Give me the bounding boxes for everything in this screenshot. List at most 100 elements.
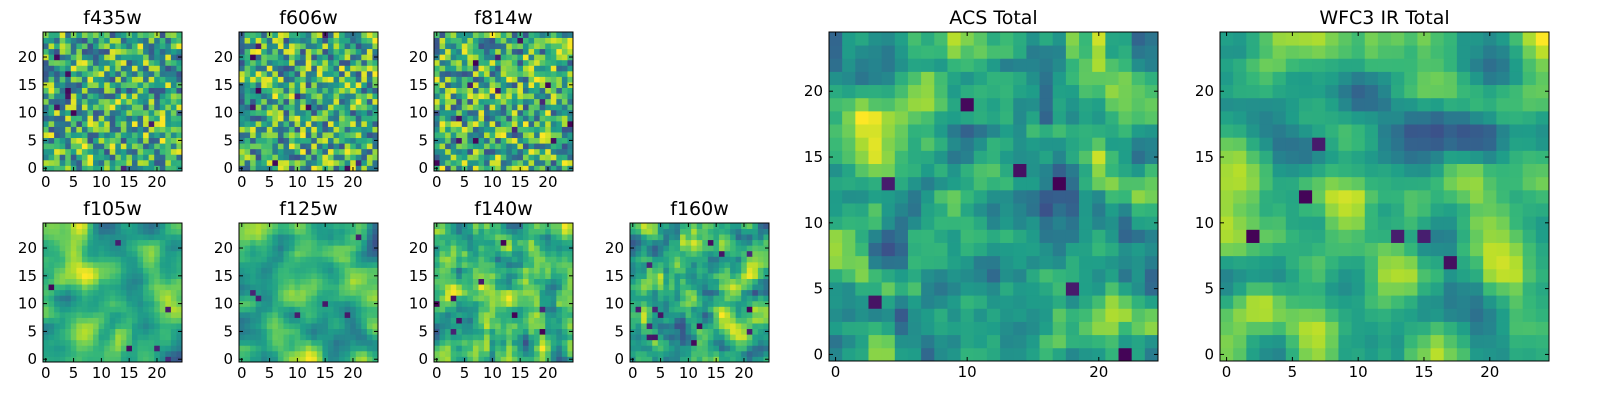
heatmap-cell [500, 159, 507, 166]
heatmap-cell [1118, 255, 1133, 270]
heatmap-cell [472, 43, 479, 50]
heatmap-cell [635, 345, 642, 352]
heatmap-cell [511, 54, 518, 61]
heatmap-cell [283, 115, 290, 122]
heatmap-cell [663, 306, 670, 313]
heatmap-cell [70, 317, 77, 324]
heatmap-cell [973, 229, 988, 243]
heatmap-cell [294, 334, 301, 341]
heatmap-cell [311, 148, 318, 155]
heatmap-cell [261, 87, 268, 94]
heatmap-cell [255, 76, 262, 83]
heatmap-cell [630, 306, 636, 313]
heatmap-cell [115, 132, 122, 139]
heatmap-cell [355, 93, 362, 100]
heatmap-cell [148, 76, 155, 83]
heatmap-cell [59, 48, 66, 55]
heatmap-cell [283, 70, 290, 77]
heatmap-cell [255, 306, 262, 313]
heatmap-cell [333, 256, 340, 263]
heatmap-cell [696, 278, 703, 285]
heatmap-cell [652, 345, 659, 352]
heatmap-cell [131, 93, 138, 100]
heatmap-cell [333, 223, 340, 229]
heatmap-cell [87, 70, 94, 77]
heatmap-cell [143, 115, 150, 122]
heatmap-cell [170, 126, 177, 133]
heatmap-cell [59, 70, 66, 77]
heatmap-cell [93, 300, 99, 307]
heatmap-cell [283, 261, 290, 268]
heatmap-cell [556, 234, 563, 241]
heatmap-cell [283, 339, 290, 346]
heatmap-cell [484, 93, 490, 100]
heatmap-cell [652, 261, 659, 268]
heatmap-cell [272, 311, 279, 318]
heatmap-cell [372, 98, 379, 105]
heatmap-cell [277, 154, 284, 161]
heatmap-cell [250, 356, 257, 363]
heatmap-cell [76, 126, 83, 133]
heatmap-cell [489, 132, 496, 139]
heatmap-cell [366, 311, 373, 318]
heatmap-cell [630, 295, 636, 302]
heatmap-cell [305, 132, 312, 139]
heatmap-cell [322, 137, 329, 144]
heatmap-cell [48, 278, 55, 285]
heatmap-cell [176, 234, 183, 241]
heatmap-cell [550, 339, 557, 346]
heatmap-cell [115, 87, 122, 94]
heatmap-cell [255, 126, 262, 133]
heatmap-cell [154, 339, 161, 346]
heatmap-cell [550, 350, 557, 357]
heatmap-cell [311, 350, 318, 357]
heatmap-cell [294, 250, 301, 257]
heatmap-cell [143, 109, 150, 116]
heatmap-cell [752, 250, 759, 257]
heatmap-cell [344, 132, 351, 139]
heatmap-cell [461, 284, 468, 291]
heatmap-cell [894, 189, 909, 204]
heatmap-cell [355, 350, 362, 357]
heatmap-cell [322, 93, 329, 100]
heatmap-cell [76, 82, 83, 88]
heatmap-cell [550, 59, 557, 66]
heatmap-cell [333, 137, 340, 144]
heatmap-cell [450, 126, 457, 133]
heatmap-cell [707, 228, 714, 235]
heatmap-cell [154, 48, 161, 55]
heatmap-cell [48, 273, 55, 279]
heatmap-cell [48, 228, 55, 235]
heatmap-cell [522, 295, 529, 302]
heatmap-cell [467, 228, 474, 235]
heatmap-cell [70, 267, 77, 274]
heatmap-cell [70, 239, 77, 246]
heatmap-cell [76, 339, 83, 346]
heatmap-cell [528, 256, 535, 263]
heatmap-cell [668, 295, 675, 302]
heatmap-cell [746, 239, 753, 246]
heatmap-cell [339, 70, 346, 77]
heatmap-cell [289, 234, 295, 241]
heatmap-cell [445, 76, 452, 83]
heatmap-cell [478, 137, 485, 144]
heatmap-cell [500, 234, 507, 241]
heatmap-cell [131, 284, 138, 291]
heatmap-cell [534, 250, 541, 257]
heatmap-cell [528, 306, 535, 313]
heatmap-cell [439, 104, 446, 111]
heatmap-cell [746, 323, 753, 330]
heatmap-cell [894, 176, 909, 191]
heatmap-cell [65, 300, 72, 307]
heatmap-cell [528, 284, 535, 291]
heatmap-cell [517, 250, 524, 257]
heatmap-cell [126, 256, 133, 263]
heatmap-cell [495, 32, 502, 38]
heatmap-cell [131, 239, 138, 246]
heatmap-cell [500, 311, 507, 318]
heatmap-cell [472, 278, 479, 285]
heatmap-cell [500, 323, 507, 330]
heatmap-cell [266, 82, 273, 88]
heatmap-cell [456, 98, 463, 105]
heatmap-cell [517, 289, 524, 296]
